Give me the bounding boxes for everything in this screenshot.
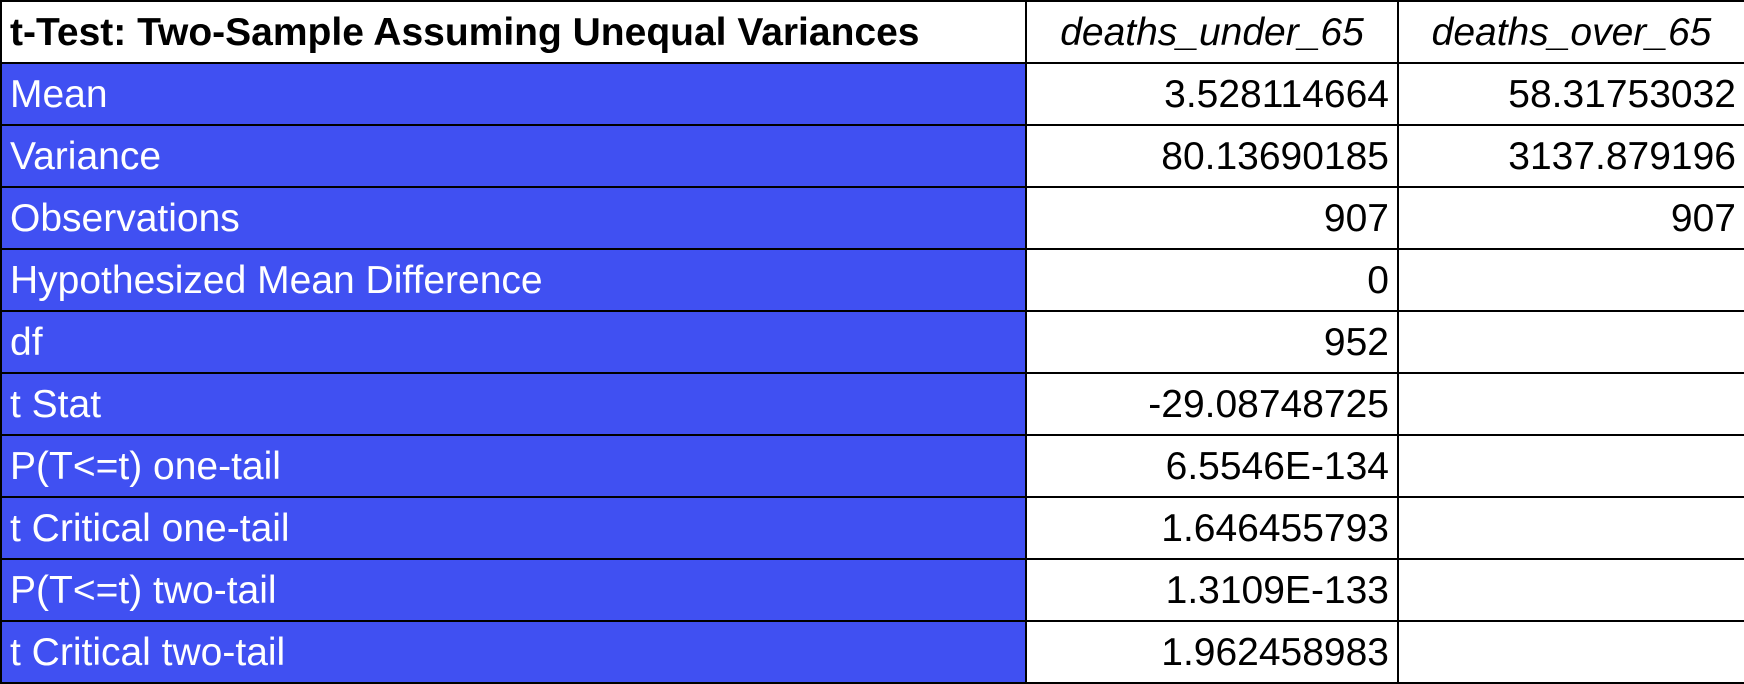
cell-df-under-65[interactable]: 952 [1025,310,1399,374]
row-label-t-critical-one-tail[interactable]: t Critical one-tail [0,496,1027,560]
cell-variance-under-65[interactable]: 80.13690185 [1025,124,1399,188]
row-label-df[interactable]: df [0,310,1027,374]
table-row-p-two-tail: P(T<=t) two-tail 1.3109E-133 [0,558,1744,622]
table-row-mean: Mean 3.528114664 58.31753032 [0,62,1744,126]
cell-observations-over-65[interactable]: 907 [1397,186,1744,250]
table-title[interactable]: t-Test: Two-Sample Assuming Unequal Vari… [0,0,1027,64]
cell-hypothesized-mean-difference-under-65[interactable]: 0 [1025,248,1399,312]
row-label-p-one-tail[interactable]: P(T<=t) one-tail [0,434,1027,498]
row-label-hypothesized-mean-difference[interactable]: Hypothesized Mean Difference [0,248,1027,312]
cell-t-critical-one-tail-under-65[interactable]: 1.646455793 [1025,496,1399,560]
cell-mean-under-65[interactable]: 3.528114664 [1025,62,1399,126]
cell-t-stat-under-65[interactable]: -29.08748725 [1025,372,1399,436]
column-header-deaths-over-65[interactable]: deaths_over_65 [1397,0,1744,64]
table-row-t-critical-two-tail: t Critical two-tail 1.962458983 [0,620,1744,684]
table-row-df: df 952 [0,310,1744,374]
table-row-observations: Observations 907 907 [0,186,1744,250]
table-row-variance: Variance 80.13690185 3137.879196 [0,124,1744,188]
cell-t-critical-one-tail-over-65[interactable] [1397,496,1744,560]
row-label-observations[interactable]: Observations [0,186,1027,250]
table-row-t-stat: t Stat -29.08748725 [0,372,1744,436]
cell-variance-over-65[interactable]: 3137.879196 [1397,124,1744,188]
cell-p-one-tail-under-65[interactable]: 6.5546E-134 [1025,434,1399,498]
cell-hypothesized-mean-difference-over-65[interactable] [1397,248,1744,312]
header-row: t-Test: Two-Sample Assuming Unequal Vari… [0,0,1744,64]
table-row-hypothesized-mean-difference: Hypothesized Mean Difference 0 [0,248,1744,312]
cell-observations-under-65[interactable]: 907 [1025,186,1399,250]
cell-t-critical-two-tail-under-65[interactable]: 1.962458983 [1025,620,1399,684]
table-row-t-critical-one-tail: t Critical one-tail 1.646455793 [0,496,1744,560]
table-row-p-one-tail: P(T<=t) one-tail 6.5546E-134 [0,434,1744,498]
cell-p-two-tail-under-65[interactable]: 1.3109E-133 [1025,558,1399,622]
row-label-t-stat[interactable]: t Stat [0,372,1027,436]
cell-t-stat-over-65[interactable] [1397,372,1744,436]
cell-t-critical-two-tail-over-65[interactable] [1397,620,1744,684]
cell-p-one-tail-over-65[interactable] [1397,434,1744,498]
cell-mean-over-65[interactable]: 58.31753032 [1397,62,1744,126]
row-label-mean[interactable]: Mean [0,62,1027,126]
row-label-t-critical-two-tail[interactable]: t Critical two-tail [0,620,1027,684]
row-label-p-two-tail[interactable]: P(T<=t) two-tail [0,558,1027,622]
row-label-variance[interactable]: Variance [0,124,1027,188]
cell-p-two-tail-over-65[interactable] [1397,558,1744,622]
cell-df-over-65[interactable] [1397,310,1744,374]
column-header-deaths-under-65[interactable]: deaths_under_65 [1025,0,1399,64]
